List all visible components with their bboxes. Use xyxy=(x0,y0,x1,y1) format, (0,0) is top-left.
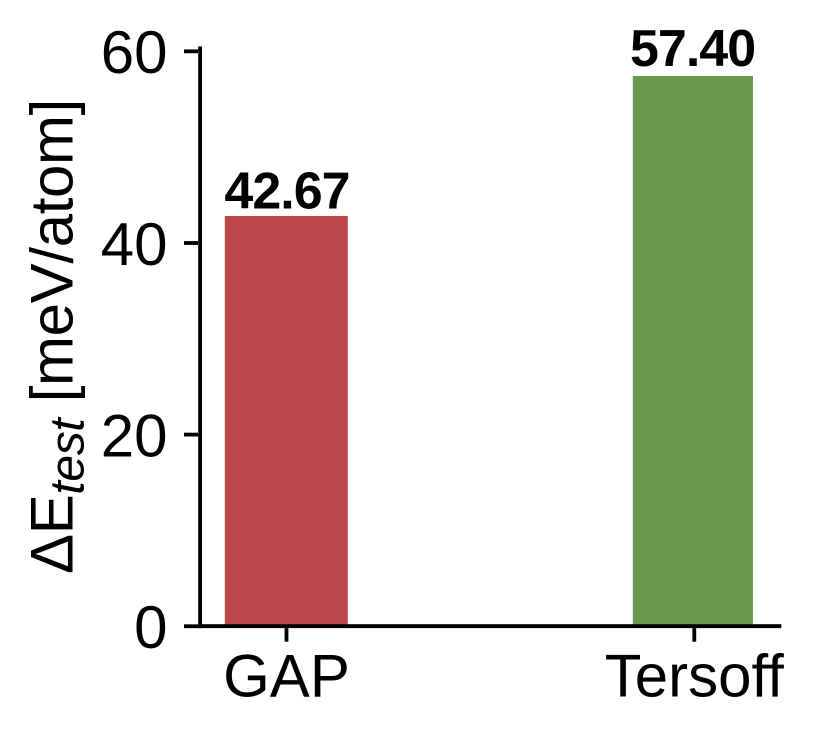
svg-text:GAP: GAP xyxy=(223,642,350,709)
svg-text:42.67: 42.67 xyxy=(224,163,349,221)
svg-text:0: 0 xyxy=(134,594,167,661)
svg-text:60: 60 xyxy=(101,19,168,86)
svg-text:57.40: 57.40 xyxy=(630,20,755,78)
svg-text:Tersoff: Tersoff xyxy=(605,642,784,709)
svg-text:ΔEtest [meV/atom]: ΔEtest [meV/atom] xyxy=(19,99,95,574)
svg-text:40: 40 xyxy=(101,211,168,278)
svg-text:20: 20 xyxy=(101,402,168,469)
